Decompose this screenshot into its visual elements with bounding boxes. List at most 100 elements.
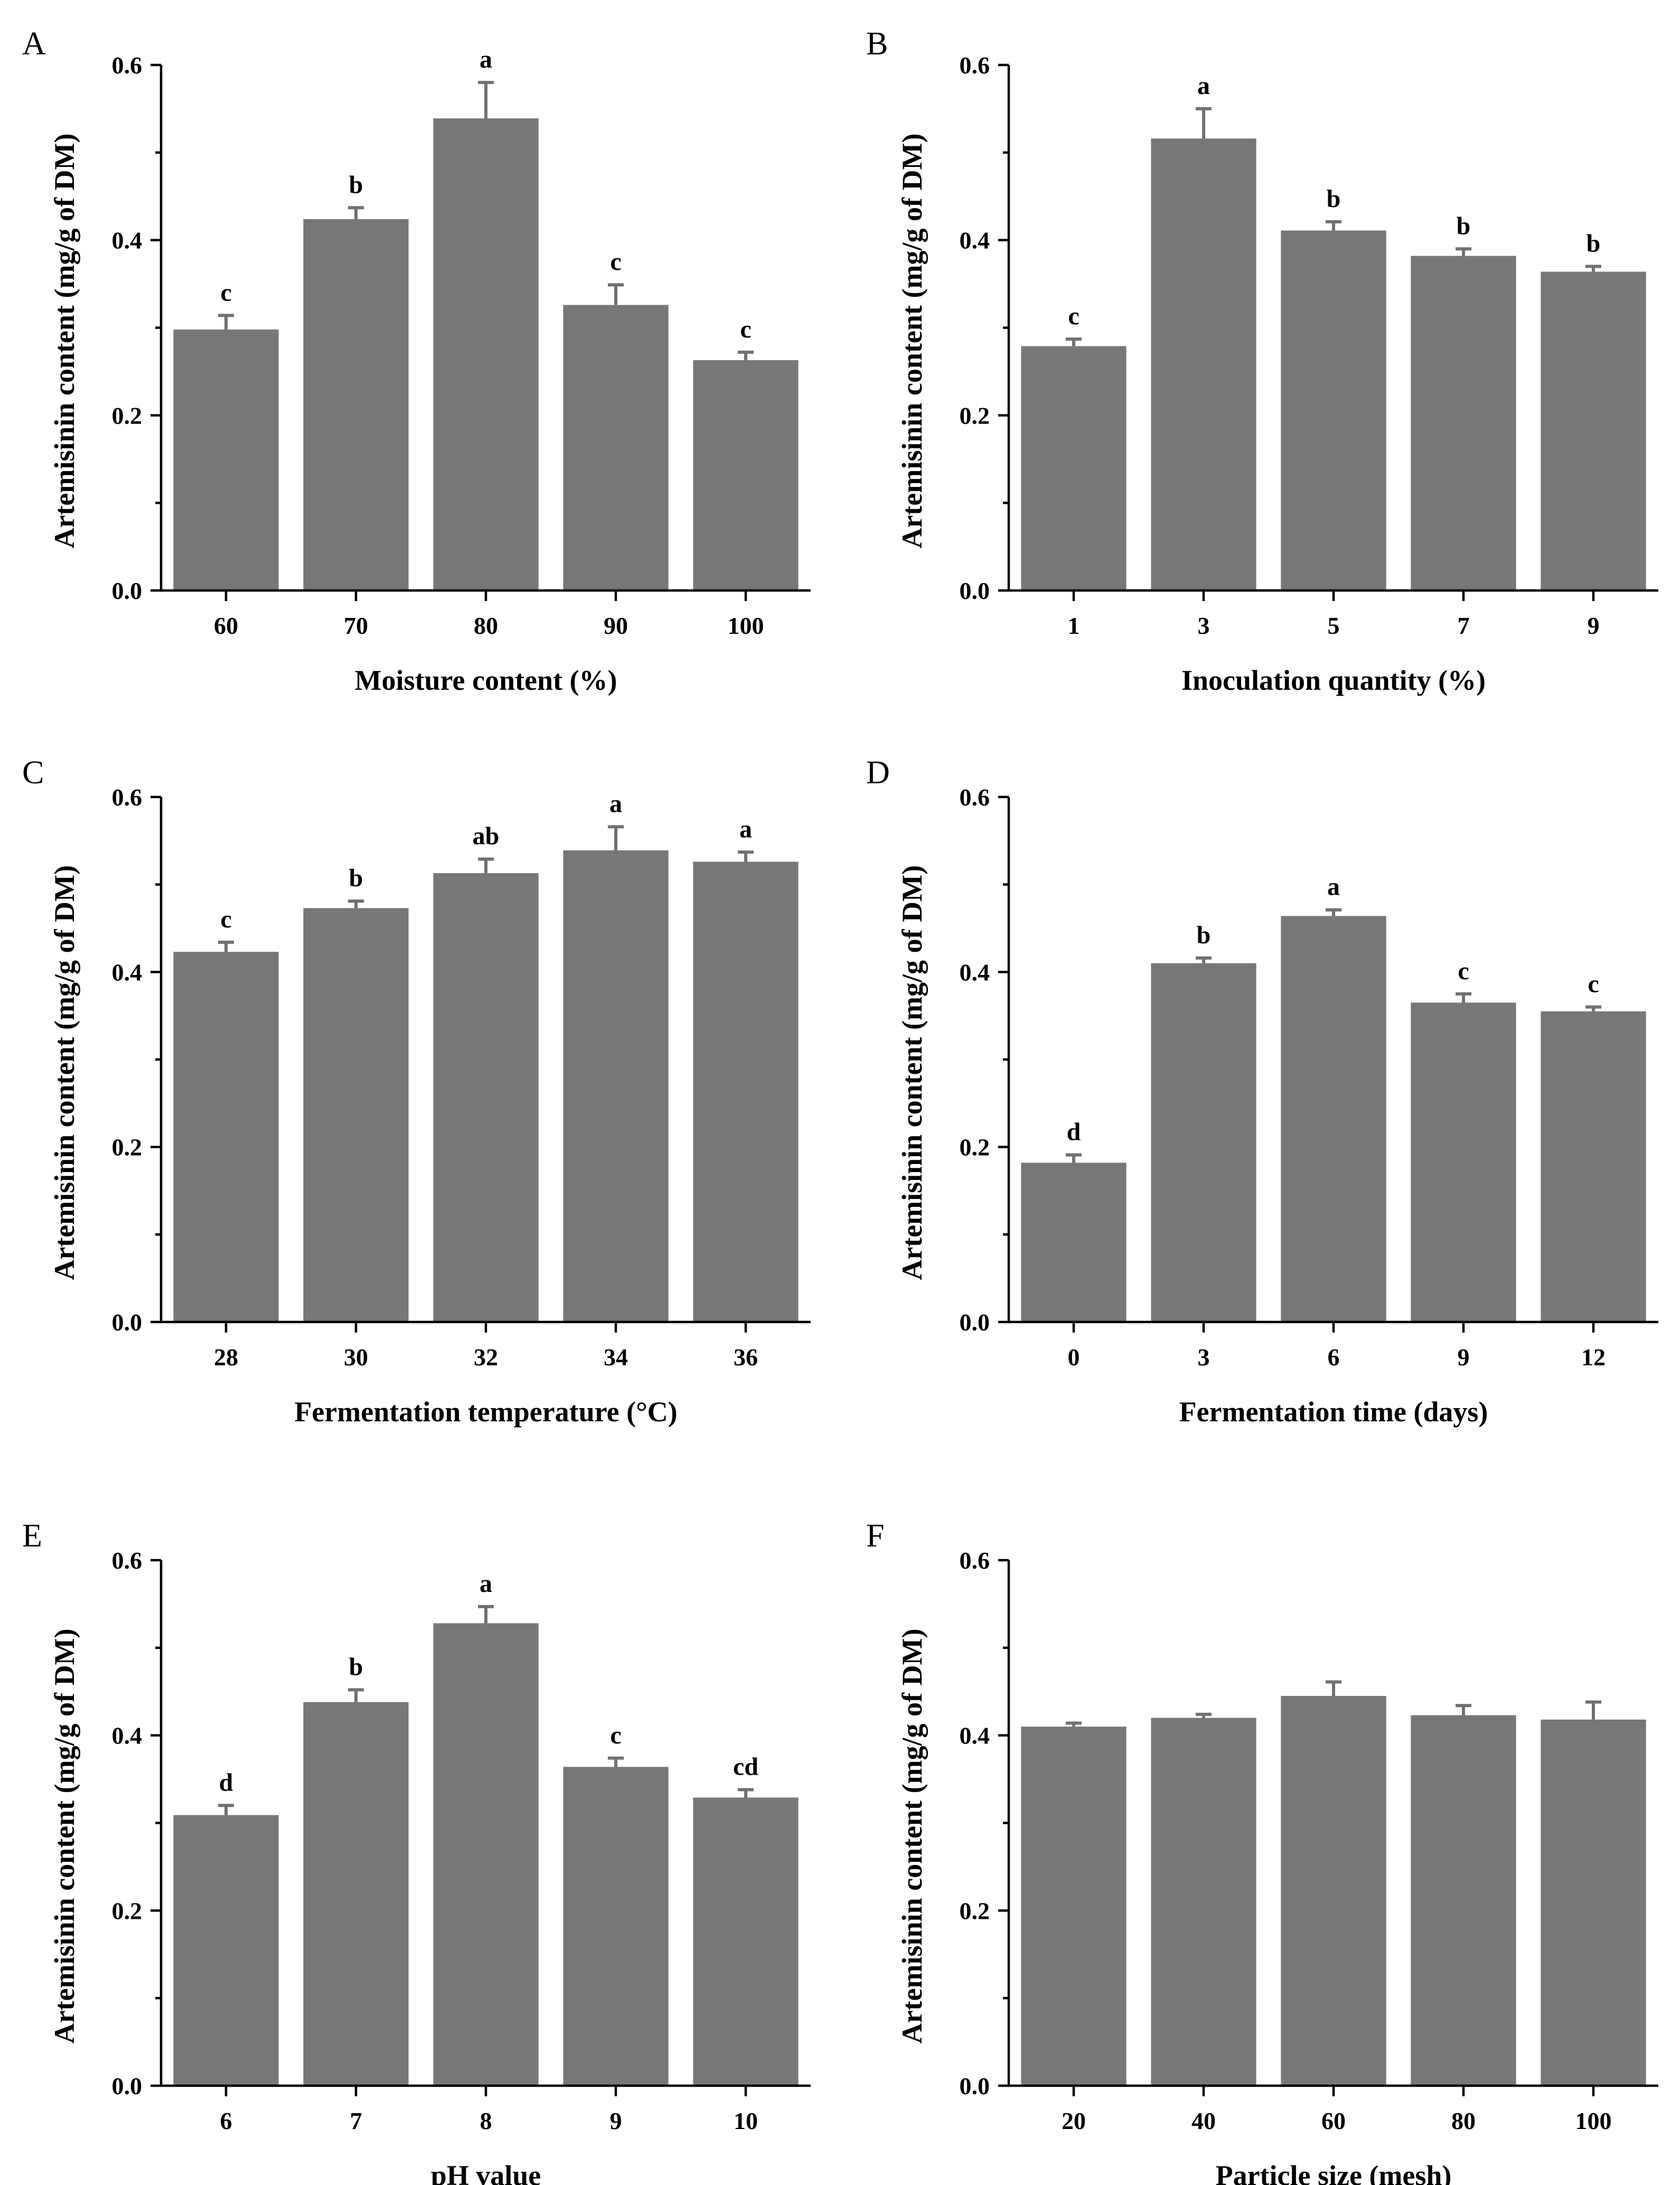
x-tick-label: 10	[734, 2107, 758, 2134]
x-axis-title: Fermentation temperature (°C)	[294, 1396, 677, 1428]
bar	[173, 952, 279, 1322]
y-tick-label: 0.0	[960, 577, 990, 604]
y-axis-title: Artemisinin content (mg/g of DM)	[896, 1629, 928, 2044]
bar	[1411, 1715, 1516, 2086]
significance-label: c	[1068, 302, 1079, 330]
significance-label: cd	[733, 1752, 758, 1780]
x-tick-label: 3	[1198, 612, 1210, 639]
bar	[1541, 1719, 1646, 2086]
x-tick-label: 6	[1328, 1344, 1340, 1371]
y-tick-label: 0.2	[960, 1897, 990, 1924]
x-tick-label: 28	[214, 1344, 238, 1371]
significance-label: d	[1067, 1118, 1081, 1146]
panel-letter: E	[22, 1518, 42, 1554]
bar	[1021, 1727, 1127, 2086]
y-tick-label: 0.0	[112, 577, 143, 604]
significance-label: c	[610, 1721, 621, 1749]
bar	[1021, 346, 1127, 590]
panel-letter: C	[22, 755, 44, 791]
bar	[1541, 1011, 1646, 1322]
x-tick-label: 0	[1068, 1344, 1080, 1371]
y-tick-label: 0.2	[960, 1134, 990, 1161]
significance-label: b	[1327, 185, 1341, 213]
bar	[303, 908, 409, 1322]
y-axis-title: Artemisinin content (mg/g of DM)	[49, 134, 80, 549]
bar	[563, 1767, 669, 2086]
bar	[693, 1797, 799, 2086]
bar	[1281, 1696, 1386, 2086]
panel-d: Dd 0 b 3 a 6 c 9 c 12 0.0 0.2 0.4 0.6 Fermentation tim…	[866, 755, 1658, 1428]
panel-c: Cc 28 b 30 ab 32 a 34 a 36 0.0 0.2 0.4 0.6 Fermentatio…	[22, 755, 811, 1428]
y-tick-label: 0.6	[112, 784, 143, 811]
x-tick-label: 36	[734, 1344, 758, 1371]
x-axis-title: Particle size (mesh)	[1216, 2160, 1452, 2185]
x-axis-title: Fermentation time (days)	[1179, 1396, 1488, 1428]
y-tick-label: 0.0	[112, 2073, 143, 2099]
significance-label: c	[220, 278, 231, 306]
x-tick-label: 20	[1062, 2107, 1086, 2134]
bar	[173, 1815, 279, 2086]
panel-e: Ed 6 b 7 a 8 c 9 cd 10 0.0 0.2 0.4 0.6 pH value Artemis…	[22, 1518, 811, 2185]
x-tick-label: 60	[1321, 2107, 1346, 2134]
x-axis-title: Moisture content (%)	[355, 664, 617, 696]
y-tick-label: 0.2	[112, 1897, 143, 1924]
panel-letter: A	[22, 26, 46, 62]
y-axis-title: Artemisinin content (mg/g of DM)	[896, 865, 928, 1280]
bar	[1411, 256, 1516, 590]
panel-letter: B	[866, 26, 888, 62]
significance-label: b	[349, 171, 363, 199]
significance-label: d	[219, 1768, 233, 1796]
y-tick-label: 0.2	[112, 402, 143, 429]
y-axis-title: Artemisinin content (mg/g of DM)	[896, 134, 928, 549]
y-tick-label: 0.6	[112, 1547, 143, 1574]
significance-label: a	[480, 45, 492, 73]
bar	[303, 219, 409, 590]
x-tick-label: 34	[604, 1344, 628, 1371]
significance-label: c	[1588, 970, 1599, 998]
x-tick-label: 7	[1458, 612, 1470, 639]
x-tick-label: 100	[728, 612, 764, 639]
y-tick-label: 0.4	[960, 227, 990, 254]
y-tick-label: 0.2	[112, 1134, 143, 1161]
x-tick-label: 3	[1198, 1344, 1210, 1371]
y-tick-label: 0.0	[112, 1309, 143, 1336]
x-tick-label: 100	[1575, 2107, 1612, 2134]
bar	[693, 360, 799, 590]
x-axis-title: Inoculation quantity (%)	[1181, 664, 1486, 696]
y-tick-label: 0.4	[112, 1722, 143, 1749]
significance-label: c	[740, 315, 751, 343]
significance-label: a	[1197, 72, 1210, 100]
bar	[1411, 1002, 1516, 1322]
x-tick-label: 40	[1191, 2107, 1216, 2134]
y-tick-label: 0.6	[960, 52, 990, 79]
bar	[563, 850, 669, 1322]
y-tick-label: 0.6	[960, 1547, 990, 1574]
significance-label: a	[480, 1570, 492, 1598]
significance-label: b	[1197, 921, 1211, 949]
y-tick-label: 0.0	[960, 1309, 990, 1336]
y-tick-label: 0.2	[960, 402, 990, 429]
significance-label: a	[739, 815, 752, 843]
significance-label: ab	[473, 822, 500, 850]
x-tick-label: 5	[1328, 612, 1340, 639]
panel-f: F 20 40 60 80 100 0.0 0.2 0.4 0.6 Particle size (m…	[866, 1518, 1658, 2185]
bar	[433, 1623, 539, 2086]
x-tick-label: 30	[344, 1344, 368, 1371]
x-tick-label: 8	[480, 2107, 492, 2134]
bar	[1281, 230, 1386, 590]
significance-label: b	[1457, 212, 1471, 240]
significance-label: a	[609, 790, 622, 818]
significance-label: c	[610, 248, 621, 276]
y-tick-label: 0.4	[112, 959, 143, 986]
bar	[1151, 138, 1256, 590]
panel-a: Ac 60 b 70 a 80 c 90 c 100 0.0 0.2 0.4 0.6 Moisture co…	[22, 26, 811, 696]
panel-b: Bc 1 a 3 b 5 b 7 b 9 0.0 0.2 0.4 0.6 Inoculation quant…	[866, 26, 1658, 696]
significance-label: b	[349, 864, 363, 892]
y-tick-label: 0.4	[112, 227, 143, 254]
bar	[303, 1702, 409, 2086]
x-tick-label: 80	[474, 612, 498, 639]
x-tick-label: 6	[220, 2107, 232, 2134]
x-tick-label: 90	[604, 612, 628, 639]
bar	[1281, 916, 1386, 1322]
